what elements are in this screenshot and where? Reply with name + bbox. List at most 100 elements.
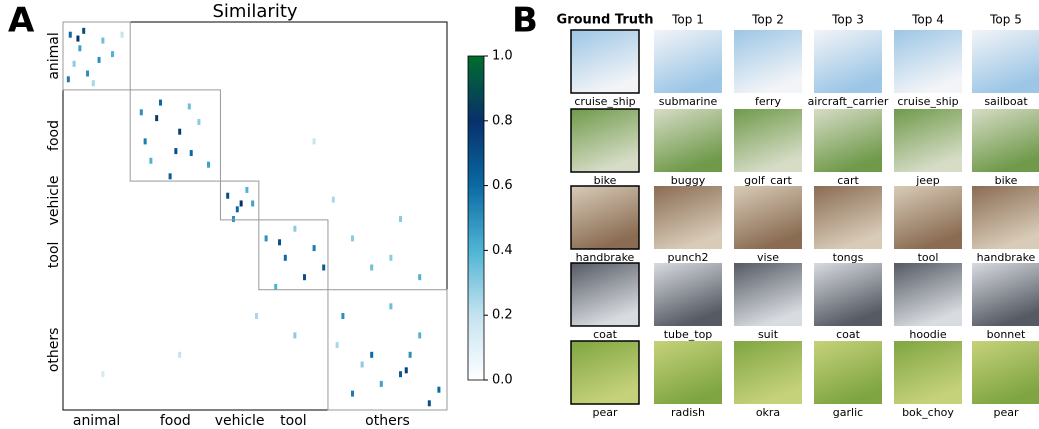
heatmap-cell (67, 76, 70, 82)
figure: A B Similarity animalanimalfoodfoodvehic… (0, 0, 1039, 429)
heatmap-cell (313, 138, 316, 144)
image-label: tongs (833, 251, 864, 264)
heatmap-cell (399, 216, 402, 222)
thumbnail (972, 109, 1039, 172)
thumbnail (972, 186, 1039, 249)
heatmap-cell (255, 313, 258, 319)
heatmap-cell (197, 119, 200, 125)
y-block-label: vehicle (46, 176, 62, 226)
column-header: Top 2 (751, 13, 784, 27)
colorbar-tick-label: 0.6 (492, 178, 513, 193)
image-label: bonnet (987, 328, 1026, 341)
thumbnail (571, 109, 639, 172)
column-header: Top 4 (911, 13, 944, 27)
image-label: pear (993, 406, 1018, 419)
heatmap-cell (236, 206, 239, 212)
thumbnail (571, 263, 639, 326)
image-label: sailboat (984, 95, 1028, 108)
image-label: vise (757, 251, 779, 264)
image-label: hoodie (909, 328, 946, 341)
panel-letter: A (8, 1, 35, 41)
heatmap-cell (370, 352, 373, 358)
image-label: ferry (755, 95, 781, 108)
thumbnail (734, 186, 802, 249)
heatmap-cell (341, 313, 344, 319)
image-label: bok_choy (902, 406, 954, 419)
image-label: coat (593, 328, 618, 341)
heatmap-cell (293, 332, 296, 338)
heatmap-cell (101, 371, 104, 377)
image-label: bike (995, 174, 1018, 187)
heatmap-cell (155, 115, 158, 121)
thumbnail (814, 30, 882, 93)
thumbnail (814, 186, 882, 249)
heatmap-cell (101, 38, 104, 44)
x-block-label: food (160, 413, 191, 429)
heatmap-cell (207, 162, 210, 168)
thumbnail (972, 30, 1039, 93)
heatmap-cell (409, 352, 412, 358)
thumbnail (894, 186, 962, 249)
column-header: Ground Truth (557, 13, 654, 28)
heatmap-cell (361, 362, 364, 368)
thumbnail (894, 30, 962, 93)
heatmap-cell (245, 187, 248, 193)
thumbnail (571, 30, 639, 93)
heatmap-cell (178, 129, 181, 135)
x-block-label: vehicle (215, 413, 265, 429)
column-header: Top 3 (831, 13, 864, 27)
image-label: aircraft_carrier (808, 95, 889, 108)
image-label: handbrake (977, 251, 1036, 264)
heatmap-cell (178, 352, 181, 358)
heatmap-cell (169, 173, 172, 179)
thumbnail (814, 341, 882, 404)
heatmap-cell (69, 32, 72, 38)
heatmap-cell (159, 100, 162, 106)
x-block-label: animal (73, 413, 120, 429)
thumbnail (814, 109, 882, 172)
thumbnail (734, 341, 802, 404)
heatmap-cell (399, 371, 402, 377)
thumbnail (814, 263, 882, 326)
colorbar-tick-label: 0.4 (492, 243, 513, 258)
heatmap-cell (86, 71, 89, 77)
x-block-label: others (365, 413, 410, 429)
image-label: cruise_ship (574, 95, 635, 108)
image-label: cruise_ship (897, 95, 958, 108)
column-header: Top 1 (671, 13, 704, 27)
image-label: pear (592, 406, 617, 419)
heatmap-cell (284, 255, 287, 261)
heatmap-cell (144, 138, 147, 144)
panel-letter: B (512, 1, 538, 41)
heatmap-cell (121, 32, 124, 38)
thumbnail (734, 30, 802, 93)
heatmap-cell (389, 255, 392, 261)
heatmap-cell (405, 367, 408, 373)
colorbar-tick-label: 0.0 (492, 373, 513, 388)
colorbar-tick-label: 0.2 (492, 308, 513, 323)
thumbnail (894, 341, 962, 404)
heatmap-cell (293, 226, 296, 232)
thumbnail (654, 263, 722, 326)
y-block-label: food (46, 120, 62, 151)
image-label: tube_top (664, 328, 713, 341)
heatmap-cell (278, 239, 281, 245)
image-label: submarine (659, 95, 718, 108)
heatmap-cell (389, 303, 392, 309)
image-label: bike (594, 174, 617, 187)
image-label: punch2 (668, 251, 709, 264)
thumbnail (894, 263, 962, 326)
colorbar-tick-label: 1.0 (492, 49, 513, 64)
heatmap-cell (437, 387, 440, 393)
heatmap-cell (149, 158, 152, 164)
heatmap-cell (428, 400, 431, 406)
thumbnail (654, 30, 722, 93)
thumbnail (972, 341, 1039, 404)
thumbnail (734, 109, 802, 172)
heatmap-cell (140, 109, 143, 115)
image-label: garlic (833, 406, 863, 419)
heatmap-cell (332, 197, 335, 203)
image-label: tool (918, 251, 939, 264)
thumbnail (654, 109, 722, 172)
heatmap-cell (174, 148, 177, 154)
